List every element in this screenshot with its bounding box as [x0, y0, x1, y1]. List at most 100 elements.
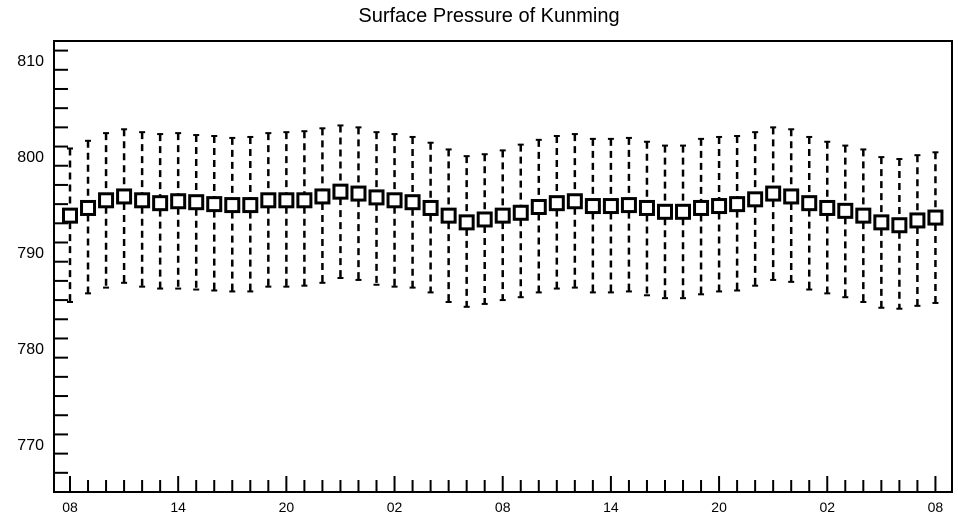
median-box	[584, 198, 601, 215]
median-box	[602, 198, 619, 215]
box-plot-item	[783, 128, 800, 283]
x-tick-label: 14	[170, 499, 186, 515]
median-box	[404, 194, 421, 211]
box-plot-item	[837, 144, 854, 299]
median-box	[620, 197, 637, 214]
median-box	[224, 197, 241, 214]
median-box	[260, 192, 277, 209]
x-tick-label: 02	[819, 499, 835, 515]
y-axis: 770 780 790 800 810	[17, 49, 68, 493]
median-box	[909, 212, 926, 229]
median-box	[675, 203, 692, 220]
box-plot-item	[819, 140, 836, 295]
box-plot-item	[512, 143, 529, 299]
median-box	[927, 209, 944, 226]
median-box	[62, 207, 78, 224]
box-plot-item	[224, 136, 241, 293]
median-box	[80, 199, 97, 216]
median-box	[386, 192, 403, 209]
y-tick-label: 780	[17, 341, 44, 358]
box-plot-item	[80, 139, 97, 295]
box-plot-item	[801, 135, 818, 291]
box-plot-item	[260, 132, 277, 288]
x-tick-label: 02	[387, 499, 403, 515]
box-plot-item	[548, 134, 565, 290]
box-plot-item	[747, 131, 764, 287]
box-plot-item	[620, 136, 637, 293]
box-plot-item	[602, 137, 619, 294]
box-plot-item	[530, 138, 547, 294]
box-plot-item	[332, 124, 349, 280]
box-plot-item	[170, 132, 187, 290]
box-plot-item	[656, 144, 673, 300]
x-tick-label: 20	[279, 499, 295, 515]
x-tick-label: 08	[928, 499, 944, 515]
median-box	[566, 193, 583, 210]
median-box	[170, 193, 187, 210]
box-plot-item	[638, 140, 655, 297]
box-plot-item	[278, 131, 295, 288]
box-plot-item	[440, 148, 457, 304]
box-plot-item	[855, 148, 872, 304]
median-box	[729, 196, 746, 213]
box-plot-item	[494, 149, 511, 302]
box-plot-item	[711, 135, 728, 293]
box-plot-item	[368, 131, 385, 286]
box-plot-item	[62, 147, 78, 304]
median-box	[242, 197, 259, 214]
chart-title: Surface Pressure of Kunming	[358, 5, 619, 27]
median-box	[819, 199, 836, 216]
x-tick-label: 14	[603, 499, 619, 515]
box-plot-item	[765, 126, 782, 281]
box-plot-item	[116, 128, 133, 284]
box-plot-item	[314, 127, 331, 284]
median-box	[206, 196, 223, 213]
box-plot-item	[476, 153, 493, 305]
box-plot-item	[729, 134, 746, 292]
median-box	[837, 202, 854, 219]
median-box	[422, 199, 439, 216]
y-tick-label: 800	[17, 149, 44, 166]
median-box	[638, 199, 655, 216]
box-plot-item	[422, 141, 439, 294]
box-plot-item	[458, 155, 475, 308]
median-box	[891, 217, 908, 234]
median-box	[801, 195, 818, 212]
box-plot-item	[296, 130, 313, 287]
box-plot-item	[152, 133, 169, 290]
median-box	[188, 194, 205, 211]
box-plot-item	[675, 144, 692, 300]
median-box	[873, 214, 890, 231]
y-tick-label: 810	[17, 53, 44, 70]
median-box	[494, 207, 511, 224]
median-box	[134, 192, 151, 209]
box-plot-item	[350, 126, 367, 281]
x-axis: 08 14 20 02 08 14 20 02 08	[62, 476, 943, 515]
box-plot-item	[134, 131, 151, 288]
box-plot-item	[693, 137, 710, 296]
median-box	[368, 189, 385, 206]
median-box	[314, 188, 331, 205]
box-plot-item	[386, 133, 403, 288]
box-plot-item	[566, 133, 583, 289]
median-box	[98, 192, 115, 209]
median-box	[747, 191, 764, 208]
median-box	[458, 214, 475, 231]
median-box	[711, 198, 728, 215]
median-box	[855, 207, 872, 224]
x-tick-label: 08	[62, 499, 78, 515]
median-box	[278, 192, 295, 209]
median-box	[332, 183, 349, 200]
plot-frame	[53, 40, 953, 493]
box-series	[62, 124, 944, 310]
median-box	[693, 199, 710, 216]
y-tick-label: 790	[17, 245, 44, 262]
median-box	[765, 185, 782, 202]
box-plot-item	[873, 156, 890, 309]
median-box	[440, 207, 457, 224]
box-plot-item	[242, 135, 259, 293]
x-tick-label: 08	[495, 499, 511, 515]
median-box	[656, 203, 673, 220]
box-plot-item	[927, 151, 944, 304]
